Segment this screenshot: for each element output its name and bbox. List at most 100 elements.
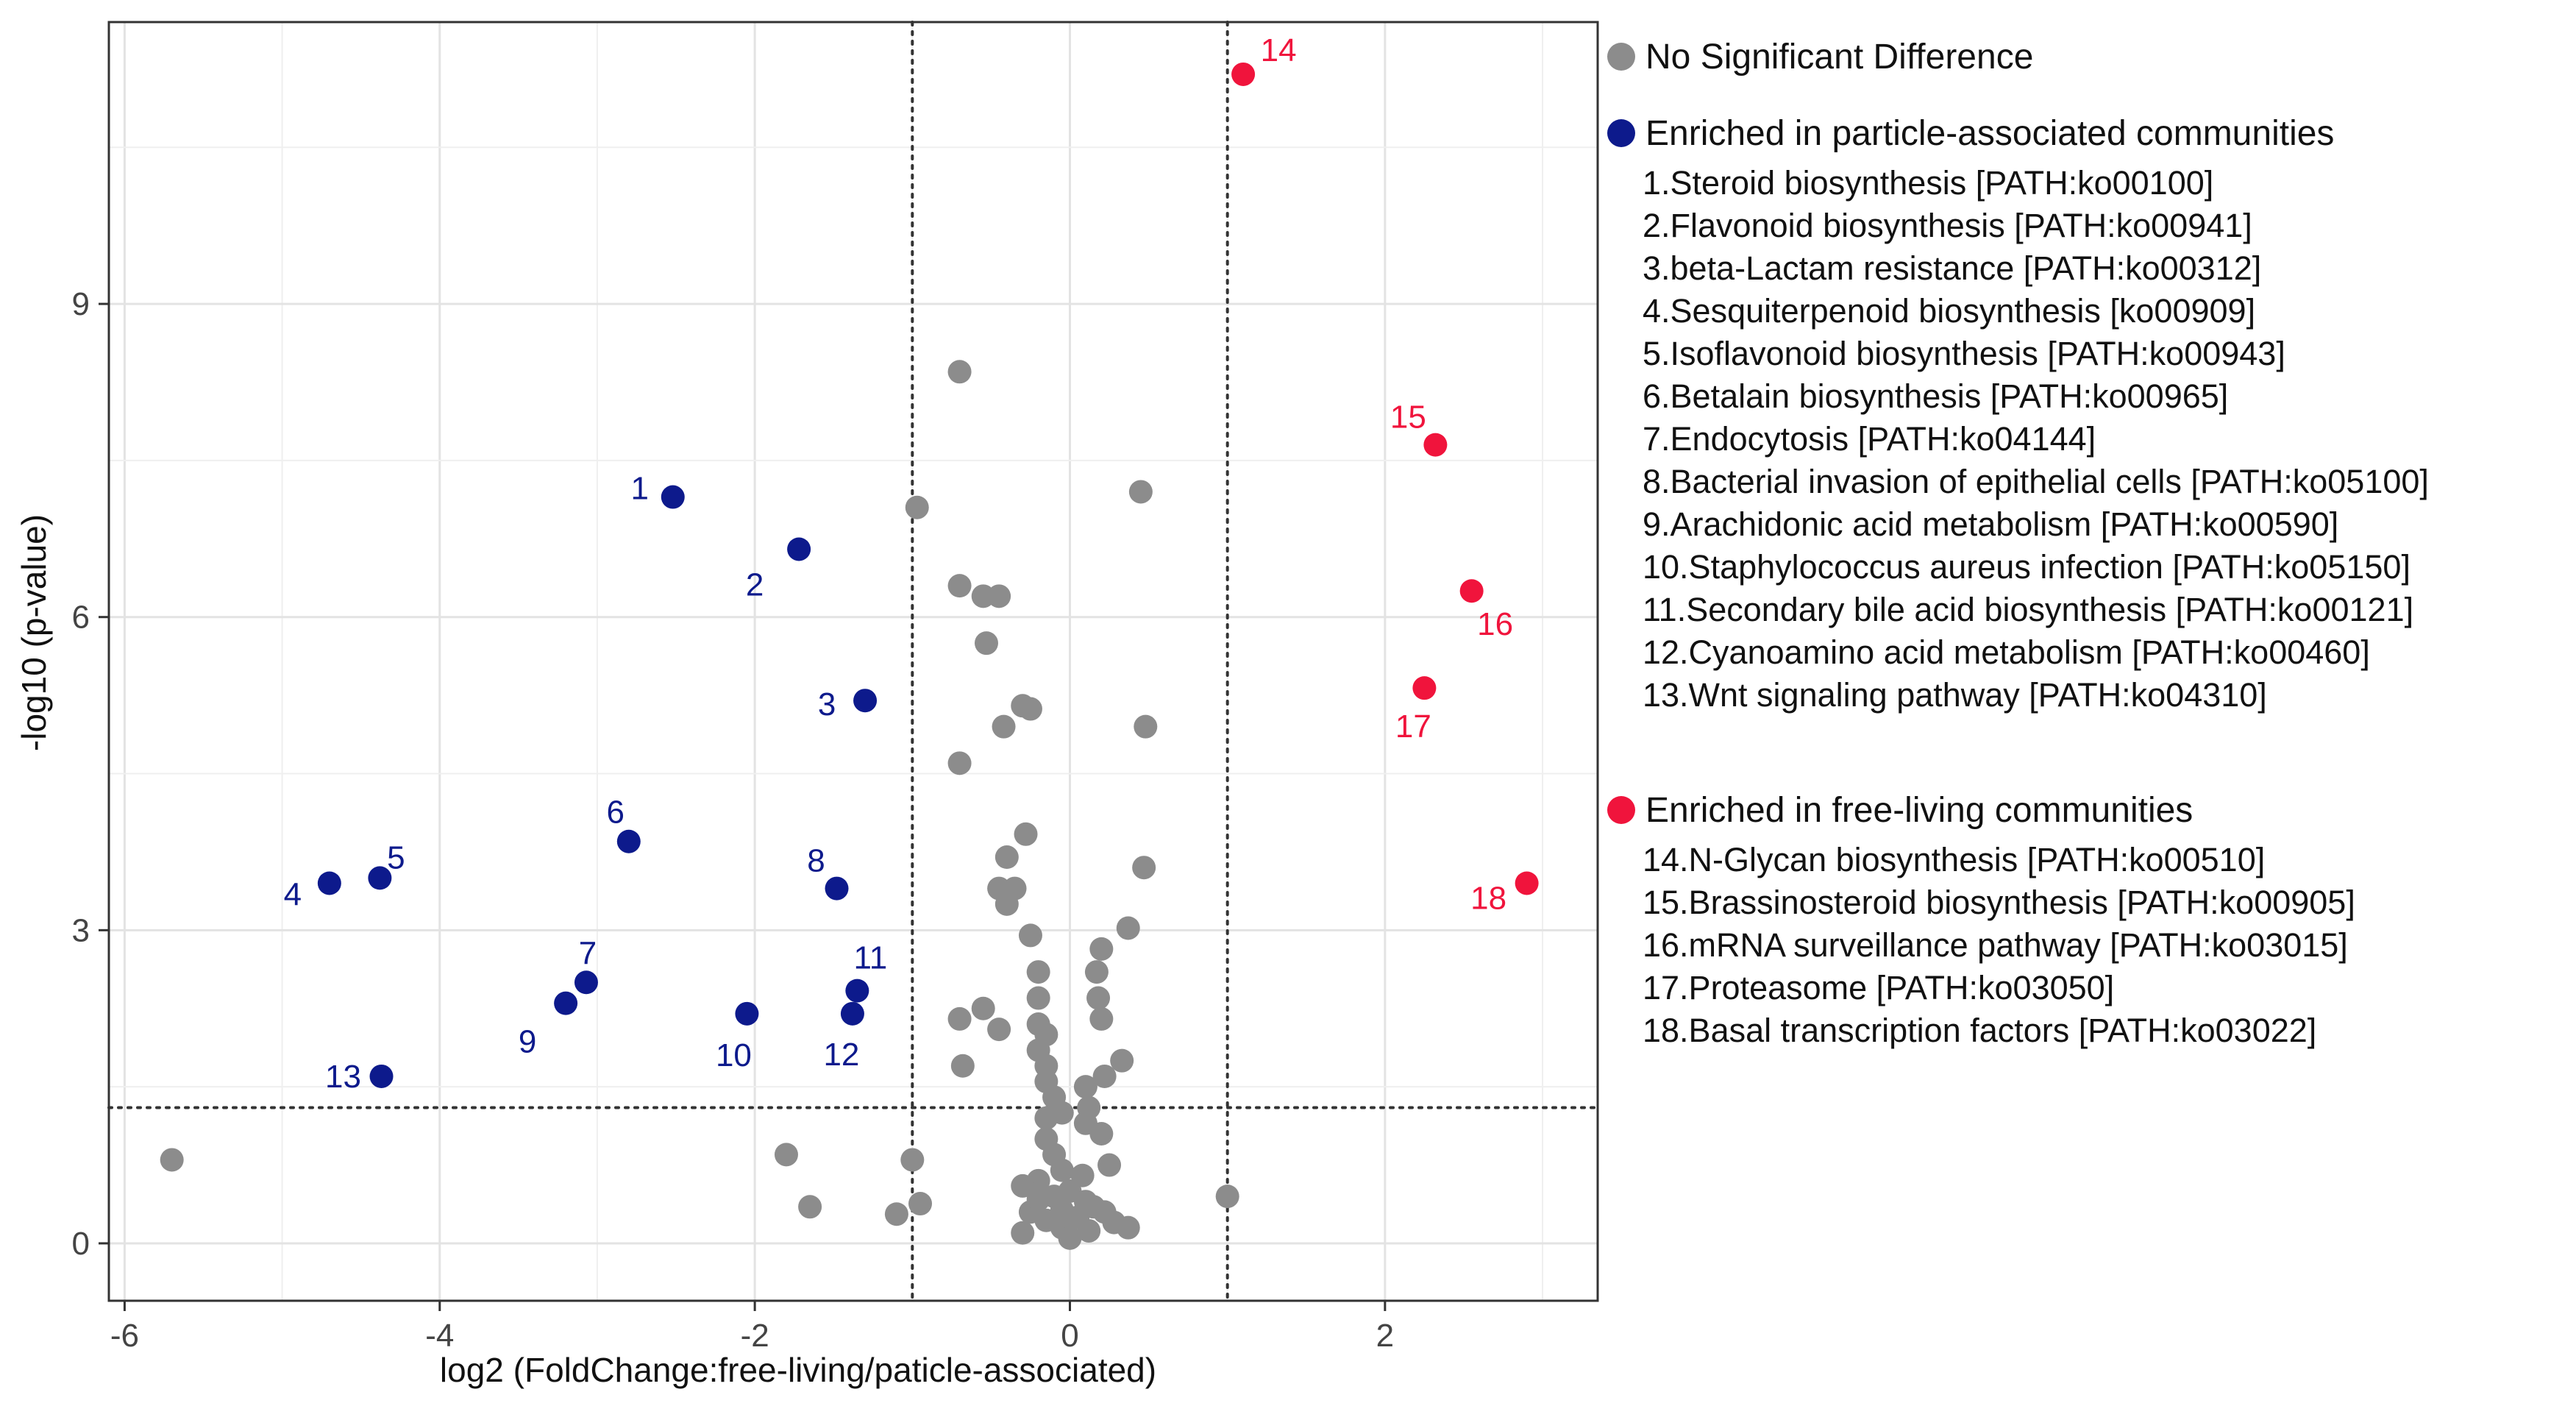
data-point xyxy=(160,1148,184,1172)
data-point xyxy=(840,1001,864,1026)
data-point xyxy=(1132,856,1156,880)
data-point xyxy=(1073,1075,1097,1099)
point-label: 11 xyxy=(854,940,888,976)
legend-item: 9.Arachidonic acid metabolism [PATH:ko00… xyxy=(1643,505,2339,543)
data-point xyxy=(947,574,972,598)
x-tick-label: -6 xyxy=(110,1318,139,1354)
data-point xyxy=(661,485,685,509)
data-point xyxy=(1026,960,1050,984)
legend-item: 5.Isoflavonoid biosynthesis [PATH:ko0094… xyxy=(1643,335,2285,372)
legend-item: 4.Sesquiterpenoid biosynthesis [ko00909] xyxy=(1643,292,2256,330)
data-point xyxy=(1215,1185,1239,1209)
data-point xyxy=(1011,1221,1035,1245)
legend-label-free: Enriched in free-living communities xyxy=(1645,790,2193,830)
data-point xyxy=(774,1143,798,1167)
data-point xyxy=(317,871,341,895)
legend-marker-particle xyxy=(1607,119,1635,147)
x-tick-label: 0 xyxy=(1061,1318,1078,1354)
data-point xyxy=(1116,916,1140,940)
point-label: 13 xyxy=(325,1059,361,1095)
data-point xyxy=(884,1202,908,1226)
legend-label-particle: Enriched in particle-associated communit… xyxy=(1645,113,2335,153)
data-point xyxy=(1092,1200,1117,1224)
data-point xyxy=(1134,714,1158,739)
data-point xyxy=(1231,62,1256,86)
legend-item: 17.Proteasome [PATH:ko03050] xyxy=(1643,969,2115,1006)
axes: -6 -4 -2 0 2 0 3 6 9 xyxy=(72,286,1395,1354)
data-point xyxy=(1070,1163,1095,1187)
data-point xyxy=(1073,1111,1097,1135)
data-point xyxy=(1515,871,1539,895)
point-label: 3 xyxy=(818,686,836,722)
legend-entry-ns: No Significant Difference xyxy=(1607,28,2571,85)
x-tick-label: -4 xyxy=(425,1318,454,1354)
legend-entry-free: Enriched in free-living communities xyxy=(1607,781,2571,839)
point-label: 15 xyxy=(1390,399,1426,436)
data-point xyxy=(1011,1173,1035,1198)
data-point xyxy=(1089,937,1114,961)
x-tick-label: -2 xyxy=(741,1318,769,1354)
data-point xyxy=(1018,923,1042,948)
data-point xyxy=(1077,1218,1101,1243)
data-point xyxy=(987,584,1011,608)
data-point xyxy=(798,1195,822,1219)
data-point xyxy=(947,360,972,384)
legend-item: 2.Flavonoid biosynthesis [PATH:ko00941] xyxy=(1643,207,2252,244)
data-points xyxy=(160,62,1539,1250)
legend-list-particle: 1.Steroid biosynthesis [PATH:ko00100] 2.… xyxy=(1643,162,2571,717)
data-point xyxy=(908,1192,933,1216)
legend-item: 8.Bacterial invasion of epithelial cells… xyxy=(1643,463,2429,500)
data-point xyxy=(900,1148,925,1172)
data-point xyxy=(1026,1187,1050,1212)
data-point xyxy=(1097,1153,1122,1177)
data-point xyxy=(1086,986,1111,1010)
legend-marker-free xyxy=(1607,796,1635,824)
y-tick-label: 6 xyxy=(72,600,90,636)
data-point xyxy=(735,1001,759,1026)
x-tick-label: 2 xyxy=(1376,1318,1394,1354)
y-tick-label: 0 xyxy=(72,1226,90,1262)
data-point xyxy=(995,845,1019,870)
point-label: 2 xyxy=(746,567,764,603)
legend-item: 18.Basal transcription factors [PATH:ko0… xyxy=(1643,1012,2317,1049)
legend-item: 1.Steroid biosynthesis [PATH:ko00100] xyxy=(1643,164,2214,202)
legend-list-free: 14.N-Glycan biosynthesis [PATH:ko00510] … xyxy=(1643,839,2571,1052)
data-point xyxy=(1050,1158,1074,1182)
point-label: 4 xyxy=(284,876,302,912)
data-point xyxy=(1459,579,1484,603)
data-point xyxy=(369,1064,394,1088)
data-point xyxy=(1412,676,1437,700)
point-label: 7 xyxy=(579,935,597,971)
data-point xyxy=(554,991,578,1015)
data-point xyxy=(987,1018,1011,1042)
legend-item: 11.Secondary bile acid biosynthesis [PAT… xyxy=(1643,591,2414,628)
data-point xyxy=(1014,822,1038,846)
y-tick-label: 3 xyxy=(72,912,90,948)
legend-entry-particle: Enriched in particle-associated communit… xyxy=(1607,104,2571,162)
data-point xyxy=(1034,1106,1058,1130)
point-label: 5 xyxy=(387,839,405,876)
legend-label-ns: No Significant Difference xyxy=(1645,37,2034,77)
data-point xyxy=(1058,1226,1082,1250)
reference-lines xyxy=(107,21,1599,1302)
point-label: 8 xyxy=(807,843,825,879)
point-label: 14 xyxy=(1261,32,1297,68)
y-axis-title: -log10 (p-value) xyxy=(15,514,53,751)
data-point xyxy=(1092,1064,1117,1088)
point-label: 17 xyxy=(1395,708,1431,745)
data-point xyxy=(1128,480,1153,504)
y-tick-label: 9 xyxy=(72,286,90,322)
point-label: 12 xyxy=(823,1037,859,1073)
data-point xyxy=(787,537,811,561)
legend-item: 7.Endocytosis [PATH:ko04144] xyxy=(1643,420,2096,458)
point-label: 16 xyxy=(1477,606,1513,642)
data-point xyxy=(825,876,849,901)
legend-item: 14.N-Glycan biosynthesis [PATH:ko00510] xyxy=(1643,841,2266,878)
x-axis-title: log2 (FoldChange:free-living/paticle-ass… xyxy=(440,1351,1156,1389)
data-point xyxy=(987,876,1011,901)
legend-item: 6.Betalain biosynthesis [PATH:ko00965] xyxy=(1643,377,2229,415)
data-point xyxy=(1089,1006,1114,1031)
data-point xyxy=(1026,986,1050,1010)
data-point xyxy=(947,1006,972,1031)
